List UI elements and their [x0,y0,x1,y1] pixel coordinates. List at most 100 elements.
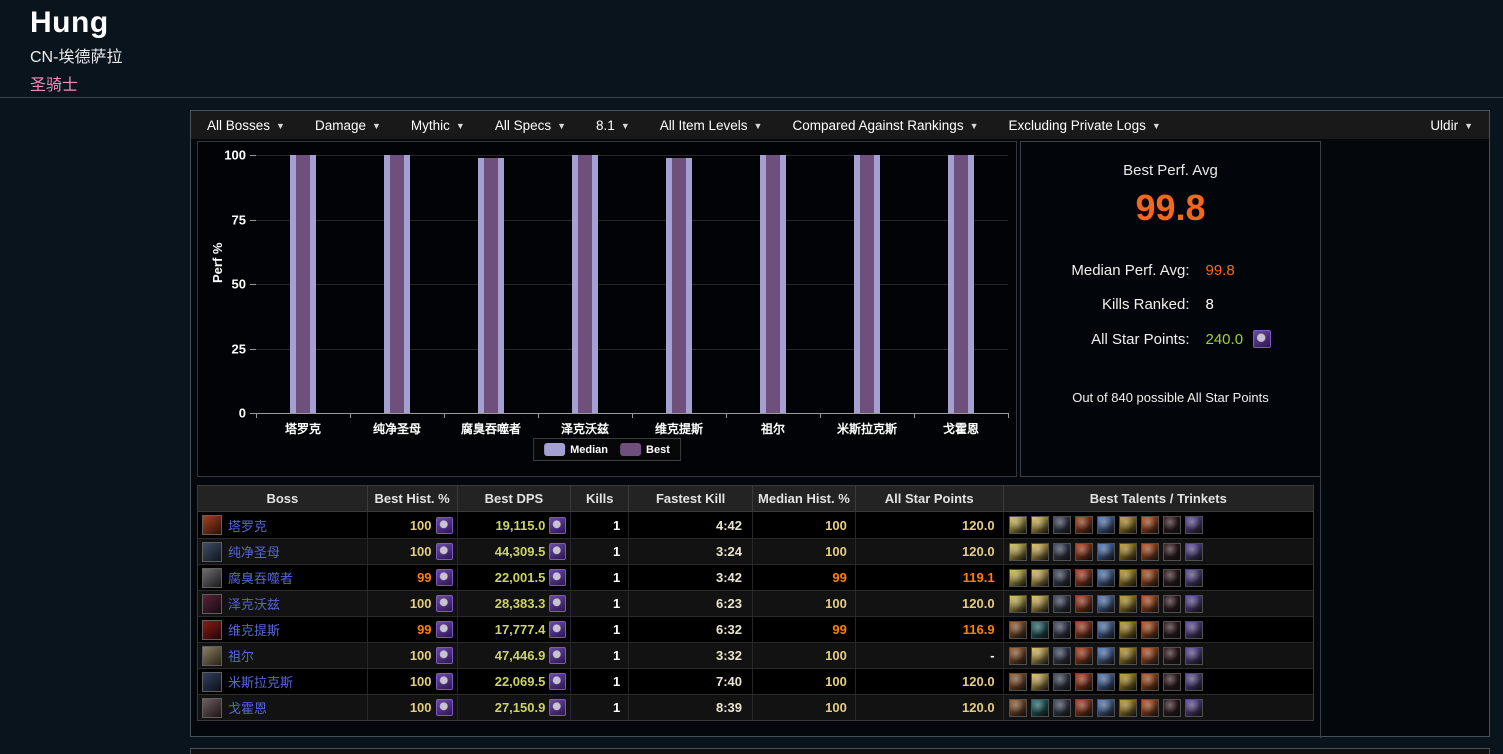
talent-icon[interactable] [1008,620,1027,639]
talent-icon[interactable] [1030,672,1049,691]
filter-all-bosses[interactable]: All Bosses ▼ [207,118,285,133]
talent-icon[interactable] [1052,620,1071,639]
trinket-icon[interactable] [1162,620,1181,639]
trinket-icon[interactable] [1184,620,1203,639]
rank-icon[interactable] [549,647,567,664]
boss-link[interactable]: 泽克沃兹 [228,597,281,612]
talent-icon[interactable] [1140,516,1159,534]
talent-icon[interactable] [1118,672,1137,691]
rank-icon[interactable] [435,621,453,638]
best-bar[interactable] [954,155,968,413]
talent-icon[interactable] [1096,516,1115,534]
talent-icon[interactable] [1052,698,1071,717]
boss-link[interactable]: 塔罗克 [228,518,268,534]
talent-icon[interactable] [1118,568,1137,587]
bar-group-item[interactable] [538,155,632,413]
talent-icon[interactable] [1030,620,1049,639]
filter-mythic[interactable]: Mythic ▼ [411,118,465,133]
talent-icon[interactable] [1096,568,1115,587]
trinket-icon[interactable] [1162,672,1181,691]
rank-icon[interactable] [549,569,567,586]
trinket-icon[interactable] [1184,568,1203,587]
filter-compared-against-rankings[interactable]: Compared Against Rankings ▼ [792,118,978,133]
all-star-rank-icon[interactable] [1253,330,1272,348]
talent-icon[interactable] [1008,646,1027,665]
boss-link[interactable]: 祖尔 [228,649,255,664]
boss-link[interactable]: 腐臭吞噬者 [228,571,294,586]
best-bar[interactable] [766,155,780,413]
talent-icon[interactable] [1008,698,1027,717]
talent-icon[interactable] [1140,620,1159,639]
boss-link[interactable]: 纯净圣母 [228,545,281,560]
talent-icon[interactable] [1074,698,1093,717]
rank-icon[interactable] [435,699,453,716]
rank-icon[interactable] [549,543,567,560]
best-bar[interactable] [390,155,404,413]
bar-group-item[interactable] [726,155,820,413]
talent-icon[interactable] [1008,542,1027,561]
talent-icon[interactable] [1074,594,1093,613]
talent-icon[interactable] [1096,646,1115,665]
rank-icon[interactable] [549,699,567,716]
talent-icon[interactable] [1140,698,1159,717]
best-bar[interactable] [296,155,310,413]
talent-icon[interactable] [1118,516,1137,534]
best-bar[interactable] [578,155,592,413]
talent-icon[interactable] [1008,594,1027,613]
talent-icon[interactable] [1052,672,1071,691]
rank-icon[interactable] [435,543,453,560]
filter-all-specs[interactable]: All Specs ▼ [495,118,566,133]
talent-icon[interactable] [1074,542,1093,561]
talent-icon[interactable] [1118,594,1137,613]
filter-zone[interactable]: Uldir ▼ [1430,118,1473,133]
trinket-icon[interactable] [1184,516,1203,534]
trinket-icon[interactable] [1184,646,1203,665]
talent-icon[interactable] [1118,646,1137,665]
talent-icon[interactable] [1030,646,1049,665]
trinket-icon[interactable] [1162,698,1181,717]
rank-icon[interactable] [549,673,567,690]
bar-group-item[interactable] [820,155,914,413]
trinket-icon[interactable] [1162,646,1181,665]
talent-icon[interactable] [1052,568,1071,587]
talent-icon[interactable] [1030,568,1049,587]
talent-icon[interactable] [1140,672,1159,691]
talent-icon[interactable] [1008,568,1027,587]
talent-icon[interactable] [1074,646,1093,665]
talent-icon[interactable] [1096,594,1115,613]
talent-icon[interactable] [1030,516,1049,534]
talent-icon[interactable] [1008,672,1027,691]
trinket-icon[interactable] [1184,672,1203,691]
talent-icon[interactable] [1074,516,1093,534]
best-bar[interactable] [484,157,498,413]
rank-icon[interactable] [435,516,453,534]
trinket-icon[interactable] [1162,516,1181,534]
talent-icon[interactable] [1074,620,1093,639]
bar-group-item[interactable] [256,155,350,413]
talent-icon[interactable] [1030,594,1049,613]
rank-icon[interactable] [435,569,453,586]
boss-link[interactable]: 戈霍恩 [228,701,268,716]
filter-damage[interactable]: Damage ▼ [315,118,381,133]
talent-icon[interactable] [1118,620,1137,639]
filter-excluding-private-logs[interactable]: Excluding Private Logs ▼ [1009,118,1161,133]
best-bar[interactable] [672,157,686,413]
bar-group-item[interactable] [632,155,726,413]
rank-icon[interactable] [435,673,453,690]
talent-icon[interactable] [1096,542,1115,561]
filter-all-item-levels[interactable]: All Item Levels ▼ [660,118,763,133]
rank-icon[interactable] [549,621,567,638]
talent-icon[interactable] [1140,594,1159,613]
talent-icon[interactable] [1074,672,1093,691]
boss-link[interactable]: 米斯拉克斯 [228,675,294,690]
trinket-icon[interactable] [1184,698,1203,717]
rank-icon[interactable] [549,595,567,612]
talent-icon[interactable] [1118,698,1137,717]
trinket-icon[interactable] [1184,542,1203,561]
talent-icon[interactable] [1030,698,1049,717]
filter-8-1[interactable]: 8.1 ▼ [596,118,630,133]
talent-icon[interactable] [1096,698,1115,717]
talent-icon[interactable] [1052,542,1071,561]
talent-icon[interactable] [1096,620,1115,639]
trinket-icon[interactable] [1162,568,1181,587]
